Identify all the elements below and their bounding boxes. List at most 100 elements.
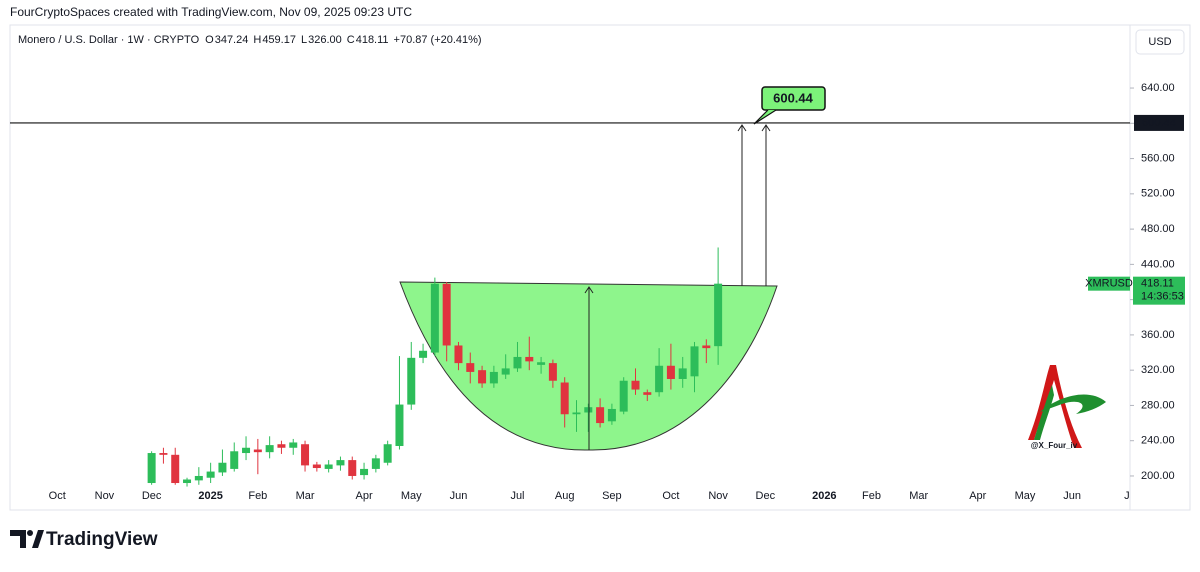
tv-logo xyxy=(10,530,44,548)
x-tick-label: Jul xyxy=(510,490,524,502)
y-tick-label: 520.00 xyxy=(1141,188,1175,200)
legend-value: 418.11 xyxy=(356,34,389,46)
candle-body xyxy=(312,464,321,469)
y-tick-label: 560.00 xyxy=(1141,152,1175,164)
candle-body xyxy=(548,363,557,381)
brand: TradingView xyxy=(46,529,158,550)
candle-body xyxy=(678,368,687,379)
candle-body xyxy=(714,283,723,347)
legend-key: L xyxy=(301,34,307,46)
target-callout xyxy=(761,86,826,111)
candle-body xyxy=(218,462,227,473)
target-axis-box xyxy=(1134,114,1184,131)
candle-body xyxy=(183,479,192,484)
symbol-label: XMRUSD xyxy=(1085,278,1133,290)
candle-body xyxy=(147,453,156,484)
y-tick-label: 320.00 xyxy=(1141,364,1175,376)
candle-body xyxy=(265,445,274,453)
candle-body xyxy=(596,407,605,424)
candle-body xyxy=(383,444,392,463)
x-tick-label: Feb xyxy=(862,490,881,502)
candle-body xyxy=(336,460,345,466)
legend-value: 459.17 xyxy=(262,34,296,46)
legend-change: +70.87 (+20.41%) xyxy=(394,34,482,46)
candle-body xyxy=(572,412,581,415)
x-tick-label: Feb xyxy=(248,490,267,502)
candle-body xyxy=(371,458,380,469)
legend-value: 347.24 xyxy=(215,34,249,46)
target-axis-label: 600.44 xyxy=(1142,117,1176,129)
candle-body xyxy=(430,283,439,353)
x-tick-label: 2026 xyxy=(812,490,836,502)
chart-frame xyxy=(9,24,1191,511)
candle-body xyxy=(501,368,510,375)
last-price-box xyxy=(1133,276,1185,305)
attribution: FourCryptoSpaces created with TradingVie… xyxy=(10,5,412,19)
candle-body xyxy=(242,447,251,454)
legend-key: O xyxy=(205,34,214,46)
candle-body xyxy=(395,404,404,446)
watermark-logo: @X_Four_iv xyxy=(1028,365,1106,450)
x-tick-label: Oct xyxy=(49,490,66,502)
y-tick-label: 640.00 xyxy=(1141,82,1175,94)
candle-body xyxy=(607,408,616,422)
candle-body xyxy=(230,451,239,469)
x-tick-label: Jun xyxy=(1063,490,1081,502)
candle-body xyxy=(324,464,333,469)
y-tick-label: 360.00 xyxy=(1141,329,1175,341)
candle-body xyxy=(619,380,628,412)
legend-key: C xyxy=(347,34,355,46)
y-tick-label: 440.00 xyxy=(1141,258,1175,270)
watermark-text: @X_Four_iv xyxy=(1031,441,1078,450)
x-tick-label: Sep xyxy=(602,490,622,502)
candle-body xyxy=(584,407,593,413)
callout-pointer xyxy=(753,109,777,125)
candle-body xyxy=(301,444,310,466)
candle-body xyxy=(702,345,711,349)
symbol-title: Monero / U.S. Dollar · 1W · CRYPTO xyxy=(18,34,200,46)
x-tick-label: Apr xyxy=(355,490,372,502)
last-price: 418.11 xyxy=(1141,278,1174,290)
countdown: 14:36:53 xyxy=(1141,291,1184,303)
candle-body xyxy=(253,449,262,453)
candle-body xyxy=(631,380,640,390)
target-callout-text: 600.44 xyxy=(773,90,814,105)
x-tick-label: Oct xyxy=(662,490,679,502)
arrows xyxy=(584,124,771,450)
candle-body xyxy=(655,365,664,393)
candle-body xyxy=(666,365,675,379)
candle-body xyxy=(442,283,451,346)
candle-body xyxy=(466,363,475,372)
candle-body xyxy=(407,357,416,405)
y-tick-label: 480.00 xyxy=(1141,223,1175,235)
x-tick-label: Nov xyxy=(708,490,728,502)
candle-body xyxy=(560,382,569,415)
x-tick-label: Jul xyxy=(1124,490,1138,502)
x-tick-label: Jun xyxy=(450,490,468,502)
legend-value: 326.00 xyxy=(308,34,342,46)
x-tick-label: 2025 xyxy=(198,490,222,502)
legend-key: H xyxy=(253,34,261,46)
x-tick-label: Apr xyxy=(969,490,986,502)
candle-body xyxy=(419,350,428,358)
candle-body xyxy=(690,346,699,377)
candle-body xyxy=(489,371,498,384)
candle-body xyxy=(643,392,652,395)
x-tick-label: Mar xyxy=(296,490,315,502)
x-axis: Oct Nov Dec 2025 Feb Mar Apr May Jun Jul Aug Sep Oct… xyxy=(49,490,1138,502)
candle-body xyxy=(289,442,298,448)
currency[interactable]: USD xyxy=(1148,36,1171,48)
x-tick-label: Dec xyxy=(756,490,776,502)
candle-body xyxy=(454,345,463,364)
x-tick-label: Dec xyxy=(142,490,162,502)
candle-body xyxy=(513,356,522,369)
x-tick-label: May xyxy=(401,490,422,502)
candle-body xyxy=(194,475,203,481)
candle-body xyxy=(277,444,286,448)
candle-body xyxy=(478,370,487,384)
x-tick-label: May xyxy=(1015,490,1036,502)
currency-button[interactable] xyxy=(1135,29,1185,55)
candle-body xyxy=(171,454,180,484)
